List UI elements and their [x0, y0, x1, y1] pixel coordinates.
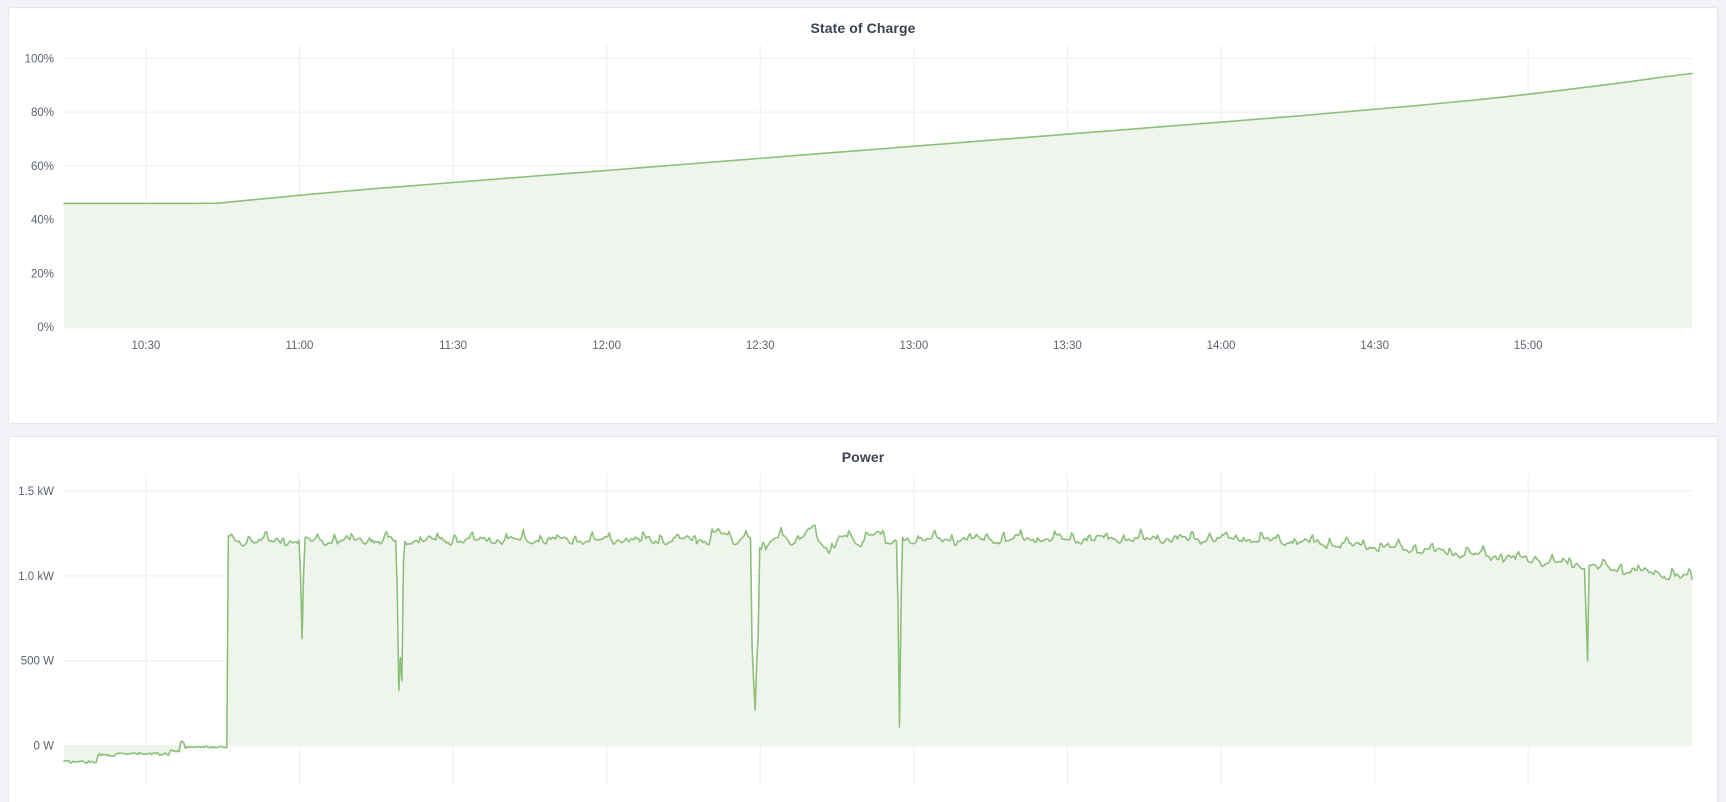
power-area-fill — [64, 525, 1692, 764]
power-ytick-label: 1.5 kW — [18, 486, 54, 498]
plot-area-power[interactable]: 0 W 500 W 1.0 kW 1.5 kW — [9, 466, 1717, 786]
soc-xtick-label: 10:30 — [132, 340, 161, 352]
soc-xtick-label: 13:00 — [899, 340, 928, 352]
soc-ytick-label: 20% — [31, 268, 54, 280]
plot-area-state-of-charge[interactable]: 0% 20% 40% 60% 80% 100% 10:30 11:00 11:30 12:00 12… — [9, 37, 1717, 367]
soc-ytick-label: 0% — [37, 322, 54, 334]
chart-card-state-of-charge: State of Charge 0% 20% 40% 60% 80% 100% 10:30 1… — [8, 7, 1718, 424]
chart-card-power: Power 0 W 500 W 1.0 kW 1.5 kW — [8, 436, 1718, 802]
soc-xtick-label: 11:30 — [439, 340, 467, 352]
soc-ytick-label: 80% — [31, 107, 54, 119]
soc-xtick-label: 11:00 — [286, 340, 314, 352]
soc-xtick-label: 14:00 — [1207, 340, 1236, 352]
soc-xtick-label: 15:00 — [1514, 340, 1543, 352]
soc-series-line — [63, 72, 1693, 205]
chart-title-state-of-charge: State of Charge — [810, 20, 916, 36]
soc-area-fill — [64, 73, 1692, 327]
soc-ytick-label: 60% — [31, 161, 54, 173]
soc-ytick-label: 100% — [25, 53, 54, 65]
chart-title-power: Power — [841, 449, 885, 465]
power-series-line — [63, 524, 1693, 764]
soc-ytick-label: 40% — [31, 215, 54, 227]
power-ytick-label: 500 W — [21, 656, 54, 668]
soc-xtick-label: 14:30 — [1360, 340, 1389, 352]
power-ytick-label: 0 W — [34, 741, 55, 753]
soc-chart-svg[interactable]: 0% 20% 40% 60% 80% 100% 10:30 11:00 11:30 12:00 12… — [9, 37, 1717, 367]
power-chart-svg[interactable]: 0 W 500 W 1.0 kW 1.5 kW — [9, 466, 1717, 786]
soc-xtick-label: 13:30 — [1053, 340, 1082, 352]
power-ytick-label: 1.0 kW — [18, 571, 54, 583]
soc-xtick-label: 12:00 — [592, 340, 621, 352]
soc-xtick-label: 12:30 — [746, 340, 775, 352]
